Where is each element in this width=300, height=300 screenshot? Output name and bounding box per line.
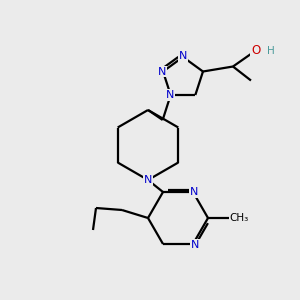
Text: H: H xyxy=(267,46,275,56)
Text: O: O xyxy=(251,44,261,57)
Text: N: N xyxy=(166,90,174,100)
Text: N: N xyxy=(158,67,166,76)
Text: N: N xyxy=(190,187,198,197)
Text: CH₃: CH₃ xyxy=(230,213,249,223)
Text: N: N xyxy=(191,240,199,250)
Text: N: N xyxy=(144,175,152,185)
Text: N: N xyxy=(179,51,187,61)
